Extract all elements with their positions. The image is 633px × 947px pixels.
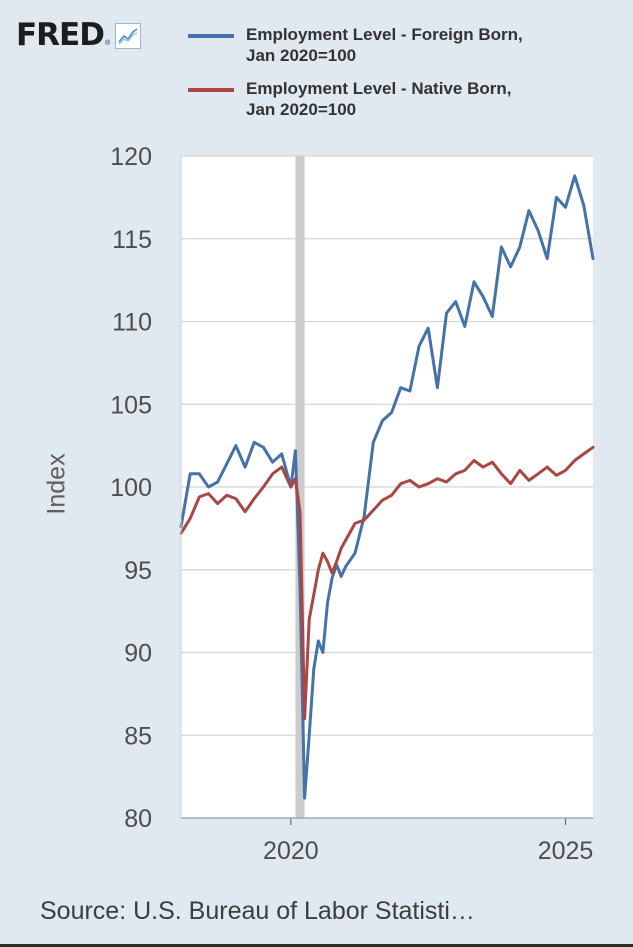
y-tick-label: 85 (124, 722, 152, 750)
bottom-edge (0, 944, 633, 947)
line-graph-icon (115, 22, 142, 49)
y-tick-label: 120 (110, 143, 152, 171)
legend-swatch-native-born (188, 88, 234, 92)
y-axis-label: Index (42, 453, 71, 515)
chart[interactable]: 80 85 90 95 100 105 110 115 120 2020 2025 (0, 0, 633, 880)
legend-item-native-born[interactable]: Employment Level - Native Born, Jan 2020… (188, 78, 546, 120)
series-line-foreign-born (179, 174, 595, 800)
recession-band (295, 156, 305, 818)
registered-mark: ® (104, 40, 111, 47)
legend-label-foreign-born: Employment Level - Foreign Born, Jan 202… (246, 25, 523, 65)
legend-swatch-foreign-born (188, 34, 234, 38)
x-tick-label: 2020 (263, 837, 319, 865)
y-tick-label: 115 (112, 226, 152, 254)
series-line-native-born (179, 445, 595, 721)
y-tick-label: 80 (124, 805, 152, 833)
y-tick-label: 100 (110, 474, 152, 502)
x-tick-label: 2025 (538, 837, 594, 865)
fred-logo[interactable]: FRED ® (16, 17, 142, 53)
y-tick-label: 105 (110, 391, 152, 419)
y-tick-label: 110 (112, 309, 152, 337)
fred-logo-text: FRED (16, 17, 105, 53)
legend-label-native-born: Employment Level - Native Born, Jan 2020… (246, 79, 512, 119)
source-note[interactable]: Source: U.S. Bureau of Labor Statisti… (40, 897, 475, 925)
y-tick-label: 95 (124, 557, 152, 585)
legend-item-foreign-born[interactable]: Employment Level - Foreign Born, Jan 202… (188, 24, 546, 66)
y-tick-label: 90 (124, 640, 152, 668)
